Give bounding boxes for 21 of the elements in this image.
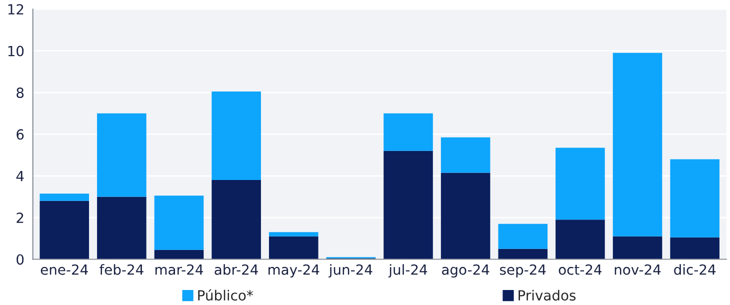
y-tick-label: 10 [8, 46, 24, 56]
legend-label: Público* [198, 289, 253, 301]
x-tick-label: feb-24 [100, 264, 144, 275]
x-tick-label: oct-24 [558, 264, 602, 275]
x-tick-label: abr-24 [214, 264, 258, 275]
legend-label: Privados [518, 290, 576, 301]
x-tick-label: jul-24 [388, 264, 428, 278]
y-tick-label: 6 [16, 129, 24, 140]
x-tick-label: sep-24 [500, 264, 546, 278]
x-tick-label: may-24 [268, 264, 320, 278]
y-tick-label: 8 [16, 87, 24, 98]
x-tick-label: dic-24 [674, 264, 716, 275]
x-tick-label: ene-24 [40, 264, 88, 275]
x-tick-label: mar-24 [155, 264, 203, 275]
y-tick-label: 2 [16, 212, 24, 223]
x-tick-label: jun-24 [328, 264, 372, 278]
y-tick-label: 4 [16, 171, 24, 182]
x-tick-label: ago-24 [442, 264, 490, 278]
y-tick-label: 12 [8, 4, 24, 14]
y-tick-label: 0 [16, 254, 24, 265]
x-tick-label: nov-24 [614, 264, 661, 275]
